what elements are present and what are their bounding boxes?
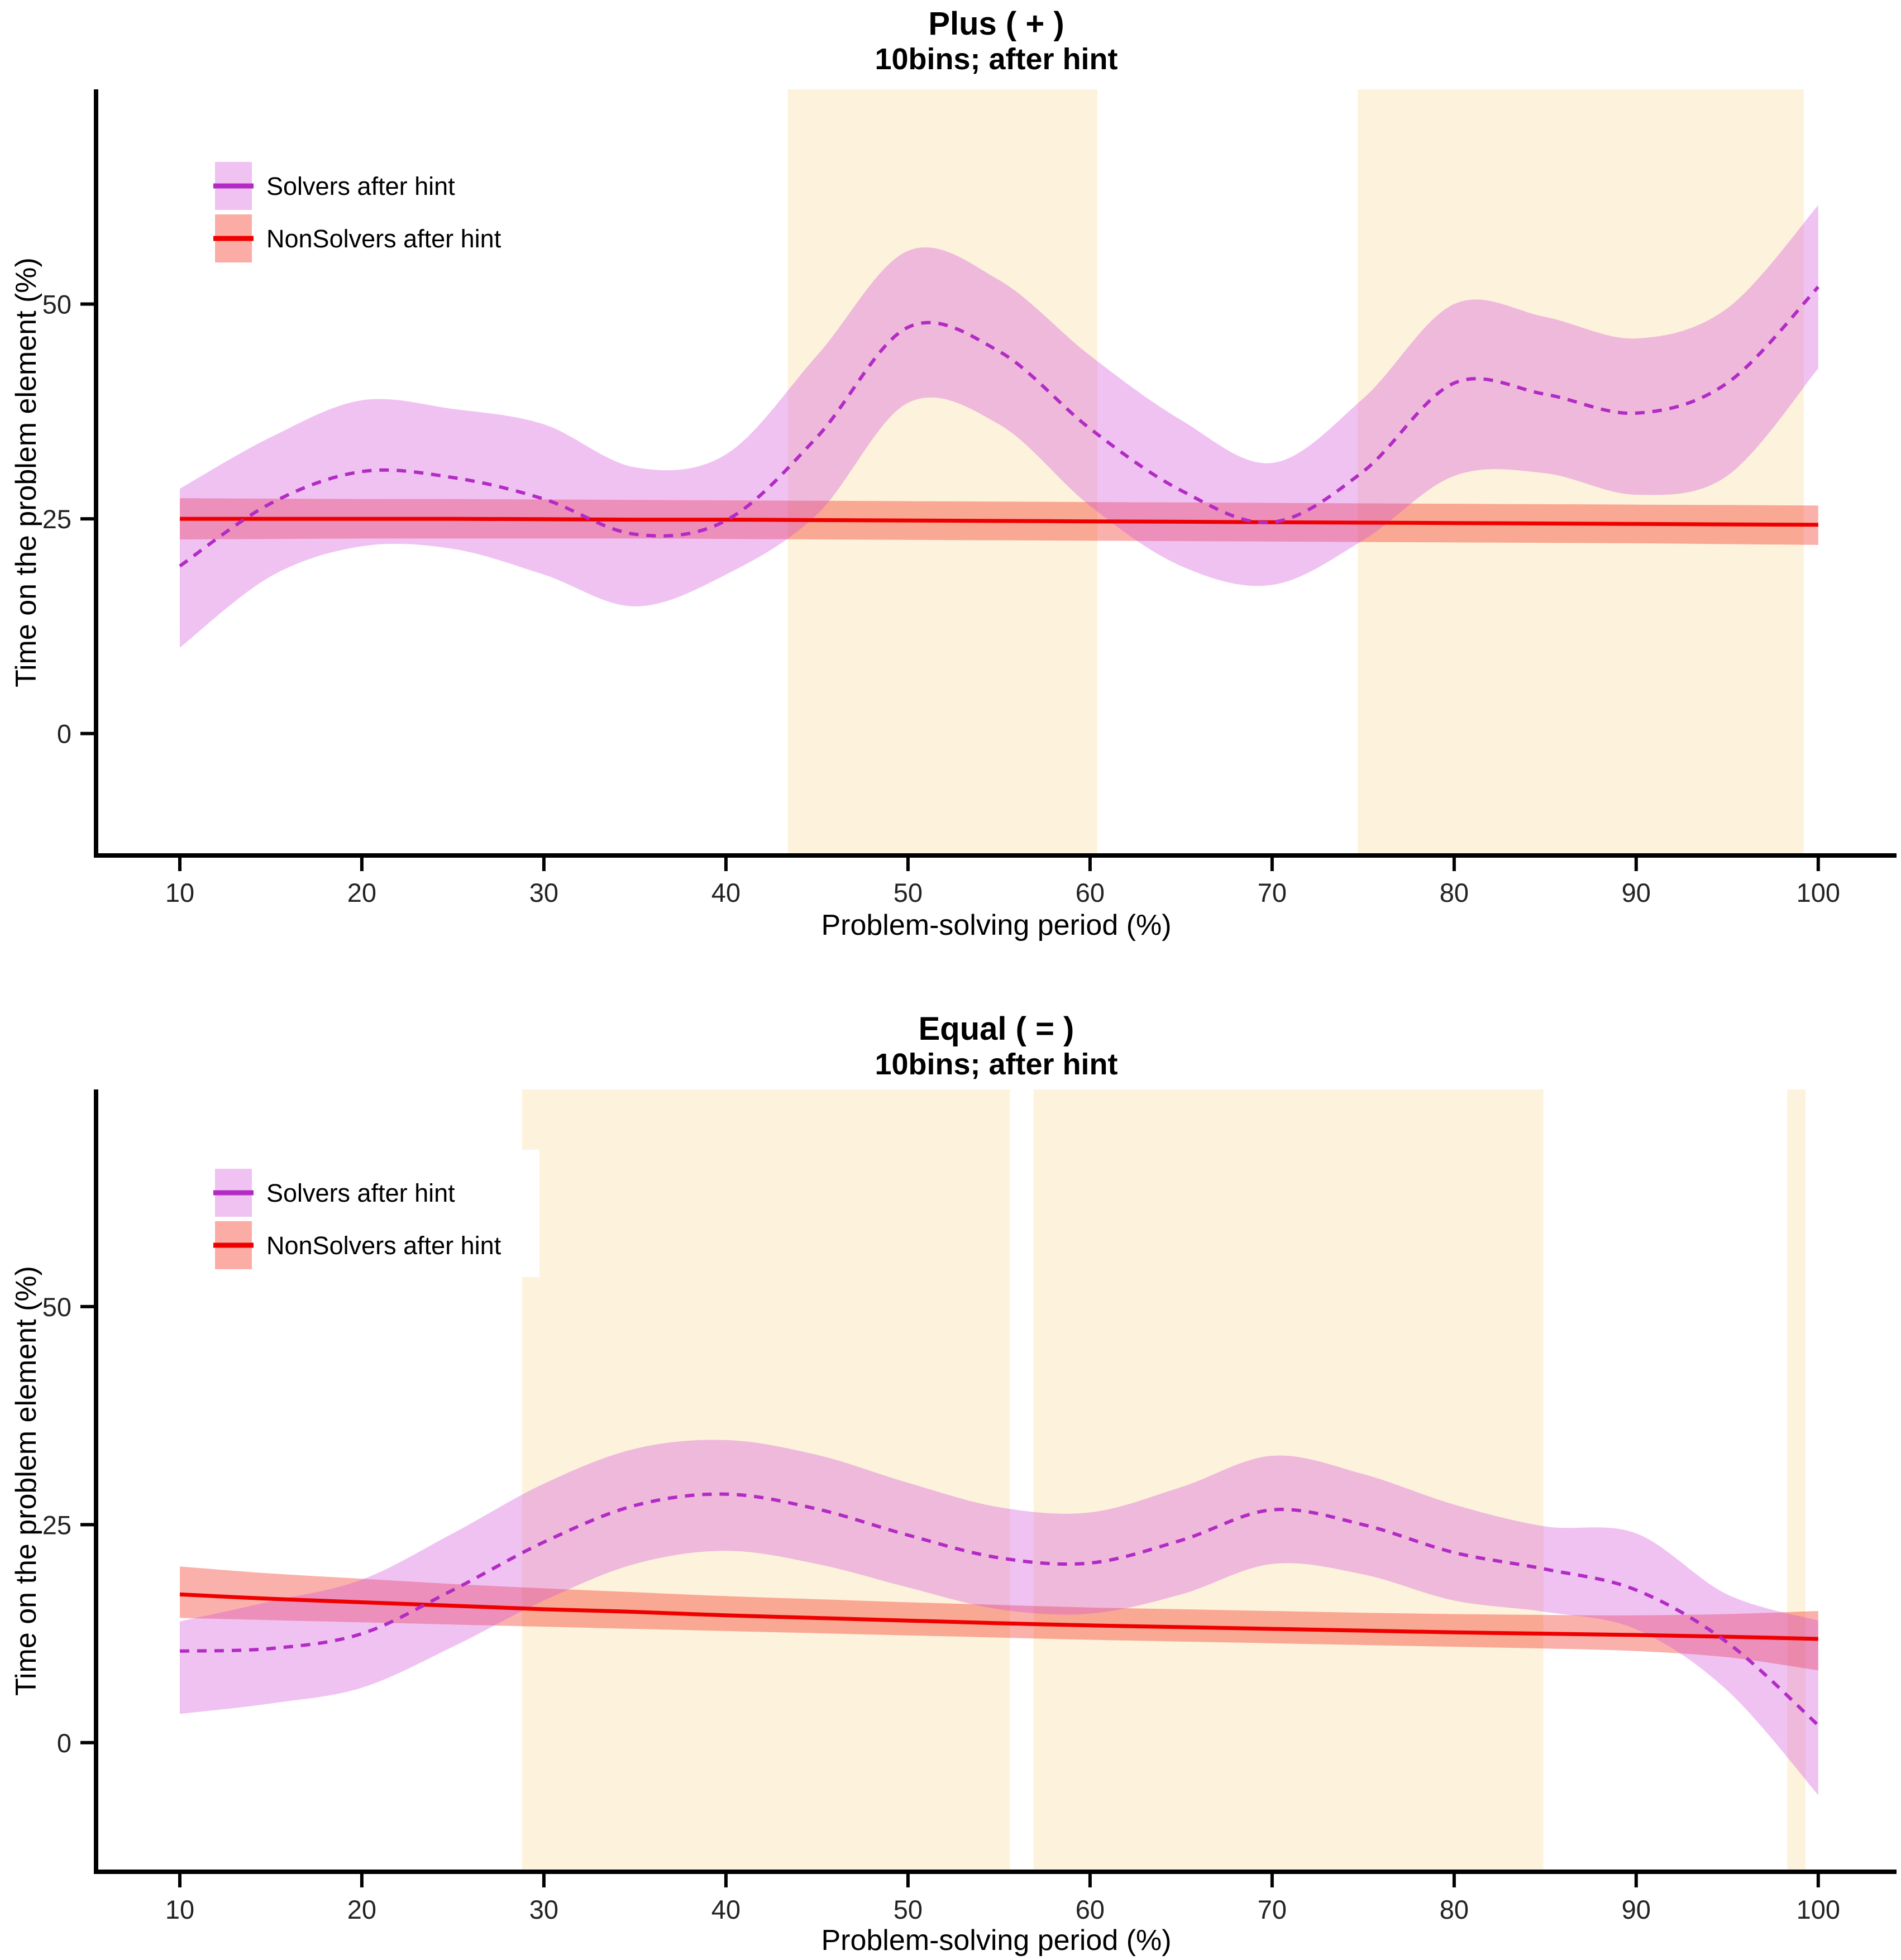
x-tick-label: 30: [529, 878, 558, 907]
confidence-ribbon: [180, 1566, 1818, 1671]
x-tick-label: 40: [711, 878, 741, 907]
chart-subtitle: 10bins; after hint: [875, 1048, 1117, 1081]
plot-area: 10 20 30 40 50 60 70 80 90 100 0 25 50: [42, 1089, 1897, 1924]
y-tick-label: 25: [42, 1510, 71, 1540]
x-tick-label: 100: [1797, 1895, 1840, 1924]
x-tick-label: 80: [1440, 878, 1469, 907]
solvers-line: [179, 285, 1819, 568]
plot-area: 10 20 30 40 50 60 70 80 90 100 0 25 50: [42, 89, 1897, 907]
significance-band: [1358, 89, 1804, 855]
y-tick-label: 25: [42, 504, 71, 534]
x-tick-label: 40: [711, 1895, 741, 1924]
y-axis-title: Time on the problem element (%): [10, 1266, 42, 1696]
y-axis-title: Time on the problem element (%): [10, 257, 42, 687]
nonsolvers-line: [179, 1592, 1818, 1641]
y-tick-label: 0: [57, 719, 71, 749]
legend-label-solvers: Solvers after hint: [266, 1179, 455, 1207]
legend-label-nonsolvers: NonSolvers after hint: [266, 224, 501, 253]
x-tick-label: 30: [529, 1895, 558, 1924]
x-tick-label: 50: [894, 878, 923, 907]
legend-background: [195, 143, 539, 270]
x-axis-title: Problem-solving period (%): [821, 909, 1171, 941]
x-tick-label: 90: [1622, 1895, 1651, 1924]
significance-band: [1033, 1089, 1544, 1872]
y-tick-label: 50: [42, 1292, 71, 1322]
nonsolvers-line: [180, 517, 1818, 527]
y-tick-label: 50: [42, 290, 71, 319]
x-tick-label: 50: [894, 1895, 923, 1924]
significance-band: [1787, 1089, 1806, 1872]
x-tick-label: 80: [1440, 1895, 1469, 1924]
legend: Solvers after hint NonSolvers after hint: [195, 143, 539, 270]
significance-band: [522, 1089, 1010, 1872]
chart-plus: 10 20 30 40 50 60 70 80 90 100 0 25 50 Plus ( + ) 10…: [10, 6, 1897, 941]
legend-label-nonsolvers: NonSolvers after hint: [266, 1231, 501, 1260]
y-tick-label: 0: [57, 1728, 71, 1758]
x-tick-label: 60: [1076, 878, 1105, 907]
solvers-line: [179, 1492, 1819, 1727]
x-tick-label: 20: [347, 878, 376, 907]
x-tick-label: 70: [1258, 878, 1287, 907]
x-tick-label: 20: [347, 1895, 376, 1924]
legend: Solvers after hint NonSolvers after hint: [195, 1150, 539, 1277]
legend-background: [195, 1150, 539, 1277]
x-tick-label: 90: [1622, 878, 1651, 907]
x-tick-label: 70: [1258, 1895, 1287, 1924]
chart-title: Plus ( + ): [928, 6, 1064, 42]
chart-subtitle: 10bins; after hint: [875, 42, 1117, 76]
x-tick-label: 10: [165, 878, 194, 907]
significance-band: [787, 89, 1097, 855]
x-tick-label: 10: [165, 1895, 194, 1924]
x-axis-title: Problem-solving period (%): [821, 1924, 1171, 1957]
chart-equal: 10 20 30 40 50 60 70 80 90 100 0 25 50 Equal ( = ) 1…: [10, 1011, 1897, 1957]
x-tick-label: 100: [1797, 878, 1840, 907]
confidence-ribbon: [180, 1440, 1818, 1795]
confidence-ribbon: [180, 205, 1818, 648]
chart-title: Equal ( = ): [919, 1011, 1074, 1047]
legend-label-solvers: Solvers after hint: [266, 172, 455, 200]
x-tick-label: 60: [1076, 1895, 1105, 1924]
